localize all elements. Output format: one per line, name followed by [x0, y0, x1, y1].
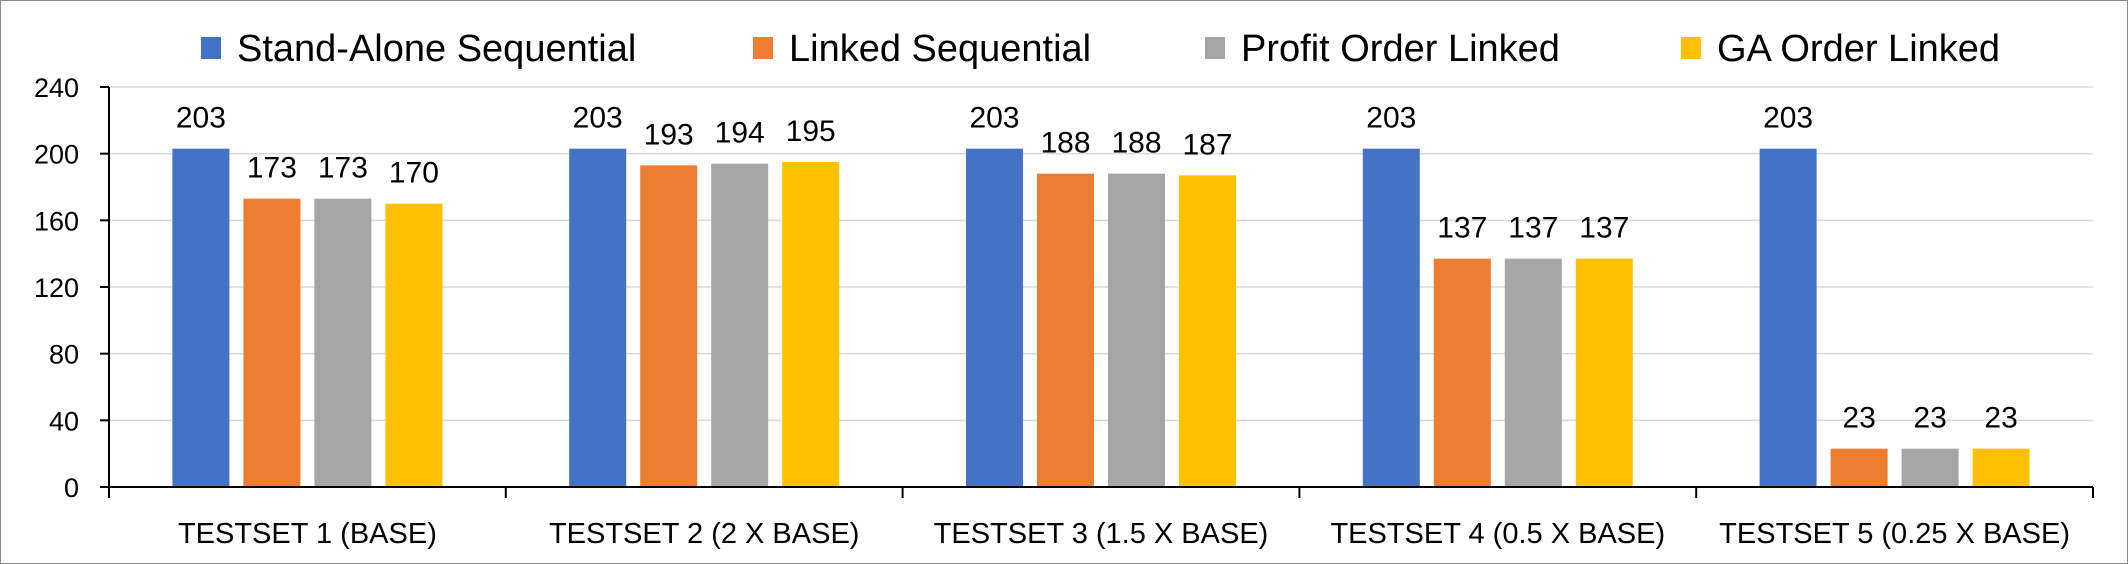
x-category-label: TESTSET 3 (1.5 X BASE) [934, 518, 1269, 550]
legend-label: Stand-Alone Sequential [237, 28, 636, 70]
y-tick-label: 200 [34, 140, 79, 170]
legend-swatch [201, 37, 221, 59]
data-label: 137 [1508, 212, 1558, 245]
x-category-label: TESTSET 5 (0.25 X BASE) [1719, 518, 2070, 550]
legend-label: Linked Sequential [789, 28, 1091, 70]
bar [1504, 258, 1562, 487]
data-label: 173 [318, 152, 368, 185]
bar [1433, 258, 1491, 487]
data-label: 170 [389, 157, 439, 190]
legend-swatch [753, 37, 773, 59]
legend-swatch [1681, 37, 1701, 59]
y-tick-label: 80 [49, 340, 79, 370]
data-label: 188 [1111, 127, 1161, 160]
legend-label: GA Order Linked [1717, 28, 2000, 70]
bar [1108, 173, 1165, 487]
bar [1830, 448, 1888, 487]
data-label: 203 [969, 102, 1019, 135]
data-label: 173 [247, 152, 297, 185]
data-label: 23 [1913, 402, 1946, 435]
x-category-label: TESTSET 2 (2 X BASE) [549, 518, 860, 550]
x-category-label: TESTSET 4 (0.5 X BASE) [1330, 518, 1665, 550]
data-label: 195 [786, 115, 836, 148]
bar [966, 148, 1023, 487]
axes: 0 40 80 120 160 200 240 TESTSET 1 (BASE) TESTSET… [34, 73, 2094, 550]
legend-swatch [1205, 37, 1225, 59]
bars [172, 148, 2030, 488]
data-label: 203 [1763, 102, 1813, 135]
bar [640, 165, 698, 488]
bar [1901, 448, 1959, 487]
data-label: 23 [1984, 402, 2017, 435]
y-tick-label: 40 [49, 406, 79, 436]
data-label: 203 [573, 102, 623, 135]
bar [314, 198, 372, 487]
bar [1037, 173, 1094, 487]
data-label: 193 [644, 118, 694, 151]
bar [569, 148, 627, 487]
bar [1179, 175, 1236, 488]
bar [1362, 148, 1420, 487]
data-label: 203 [1366, 102, 1416, 135]
bar [1759, 148, 1817, 487]
data-label: 137 [1437, 212, 1487, 245]
data-label: 194 [715, 117, 765, 150]
y-tick-label: 0 [64, 473, 79, 503]
data-label: 23 [1842, 402, 1875, 435]
bar [172, 148, 230, 487]
data-labels: 203 173 173 170 203 193 194 195 203 188 188 187 203 1… [176, 102, 2018, 435]
bar [1575, 258, 1633, 487]
y-tick-label: 160 [34, 206, 79, 236]
legend-label: Profit Order Linked [1241, 28, 1560, 70]
data-label: 203 [176, 102, 226, 135]
bar [243, 198, 301, 487]
bar [711, 163, 769, 487]
data-label: 188 [1040, 127, 1090, 160]
bar [782, 162, 840, 487]
data-label: 187 [1182, 128, 1232, 161]
bar [385, 203, 443, 487]
bar [1972, 448, 2030, 487]
data-label: 137 [1579, 212, 1629, 245]
y-tick-label: 240 [34, 73, 79, 103]
x-category-label: TESTSET 1 (BASE) [178, 518, 437, 550]
y-tick-label: 120 [34, 273, 79, 303]
legend: Stand-Alone Sequential Linked Sequential P… [201, 28, 2000, 70]
